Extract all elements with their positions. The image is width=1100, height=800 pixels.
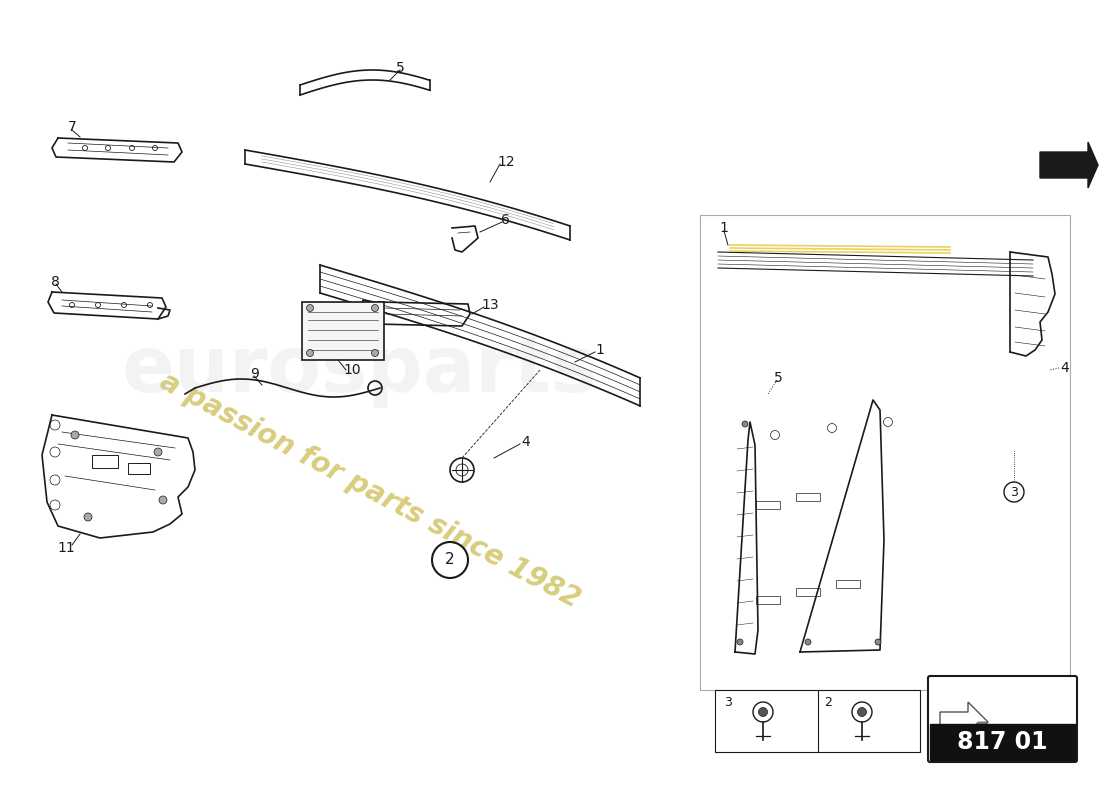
Text: 11: 11 — [57, 541, 75, 555]
Text: 5: 5 — [396, 61, 405, 75]
Text: 817 01: 817 01 — [957, 730, 1047, 754]
Circle shape — [372, 350, 378, 357]
Bar — [930, 724, 1075, 760]
Circle shape — [307, 350, 314, 357]
Text: 3: 3 — [1010, 486, 1018, 498]
Text: 2: 2 — [446, 553, 454, 567]
Circle shape — [154, 448, 162, 456]
FancyBboxPatch shape — [928, 676, 1077, 762]
Bar — [756, 501, 780, 509]
Bar — [796, 588, 820, 596]
Text: 6: 6 — [500, 213, 509, 227]
Text: 1: 1 — [719, 221, 728, 235]
Bar — [796, 493, 820, 501]
Circle shape — [742, 421, 748, 427]
Text: 8: 8 — [51, 275, 59, 289]
Bar — [302, 302, 384, 360]
Circle shape — [84, 513, 92, 521]
Text: a passion for parts since 1982: a passion for parts since 1982 — [155, 367, 585, 613]
Circle shape — [805, 639, 811, 645]
Bar — [700, 215, 1070, 690]
Circle shape — [307, 305, 314, 311]
Bar — [92, 455, 118, 468]
Polygon shape — [940, 702, 988, 742]
Circle shape — [72, 431, 79, 439]
Text: 2: 2 — [824, 697, 832, 710]
Text: 4: 4 — [1060, 361, 1069, 375]
Text: 13: 13 — [481, 298, 498, 312]
Circle shape — [372, 305, 378, 311]
Polygon shape — [968, 722, 988, 742]
Circle shape — [160, 496, 167, 504]
Bar — [756, 596, 780, 604]
Circle shape — [874, 639, 881, 645]
Circle shape — [858, 707, 867, 717]
Bar — [715, 690, 920, 752]
Text: 5: 5 — [773, 371, 782, 385]
Text: 9: 9 — [251, 367, 260, 381]
Bar — [128, 463, 150, 474]
Circle shape — [759, 707, 768, 717]
Polygon shape — [1040, 142, 1098, 188]
Text: 10: 10 — [343, 363, 361, 377]
Text: 4: 4 — [521, 435, 530, 449]
Text: 3: 3 — [724, 697, 732, 710]
Text: eurosparts: eurosparts — [122, 332, 598, 408]
Bar — [836, 580, 860, 588]
Circle shape — [737, 639, 742, 645]
Text: 7: 7 — [67, 120, 76, 134]
Text: 1: 1 — [595, 343, 604, 357]
Text: 12: 12 — [497, 155, 515, 169]
